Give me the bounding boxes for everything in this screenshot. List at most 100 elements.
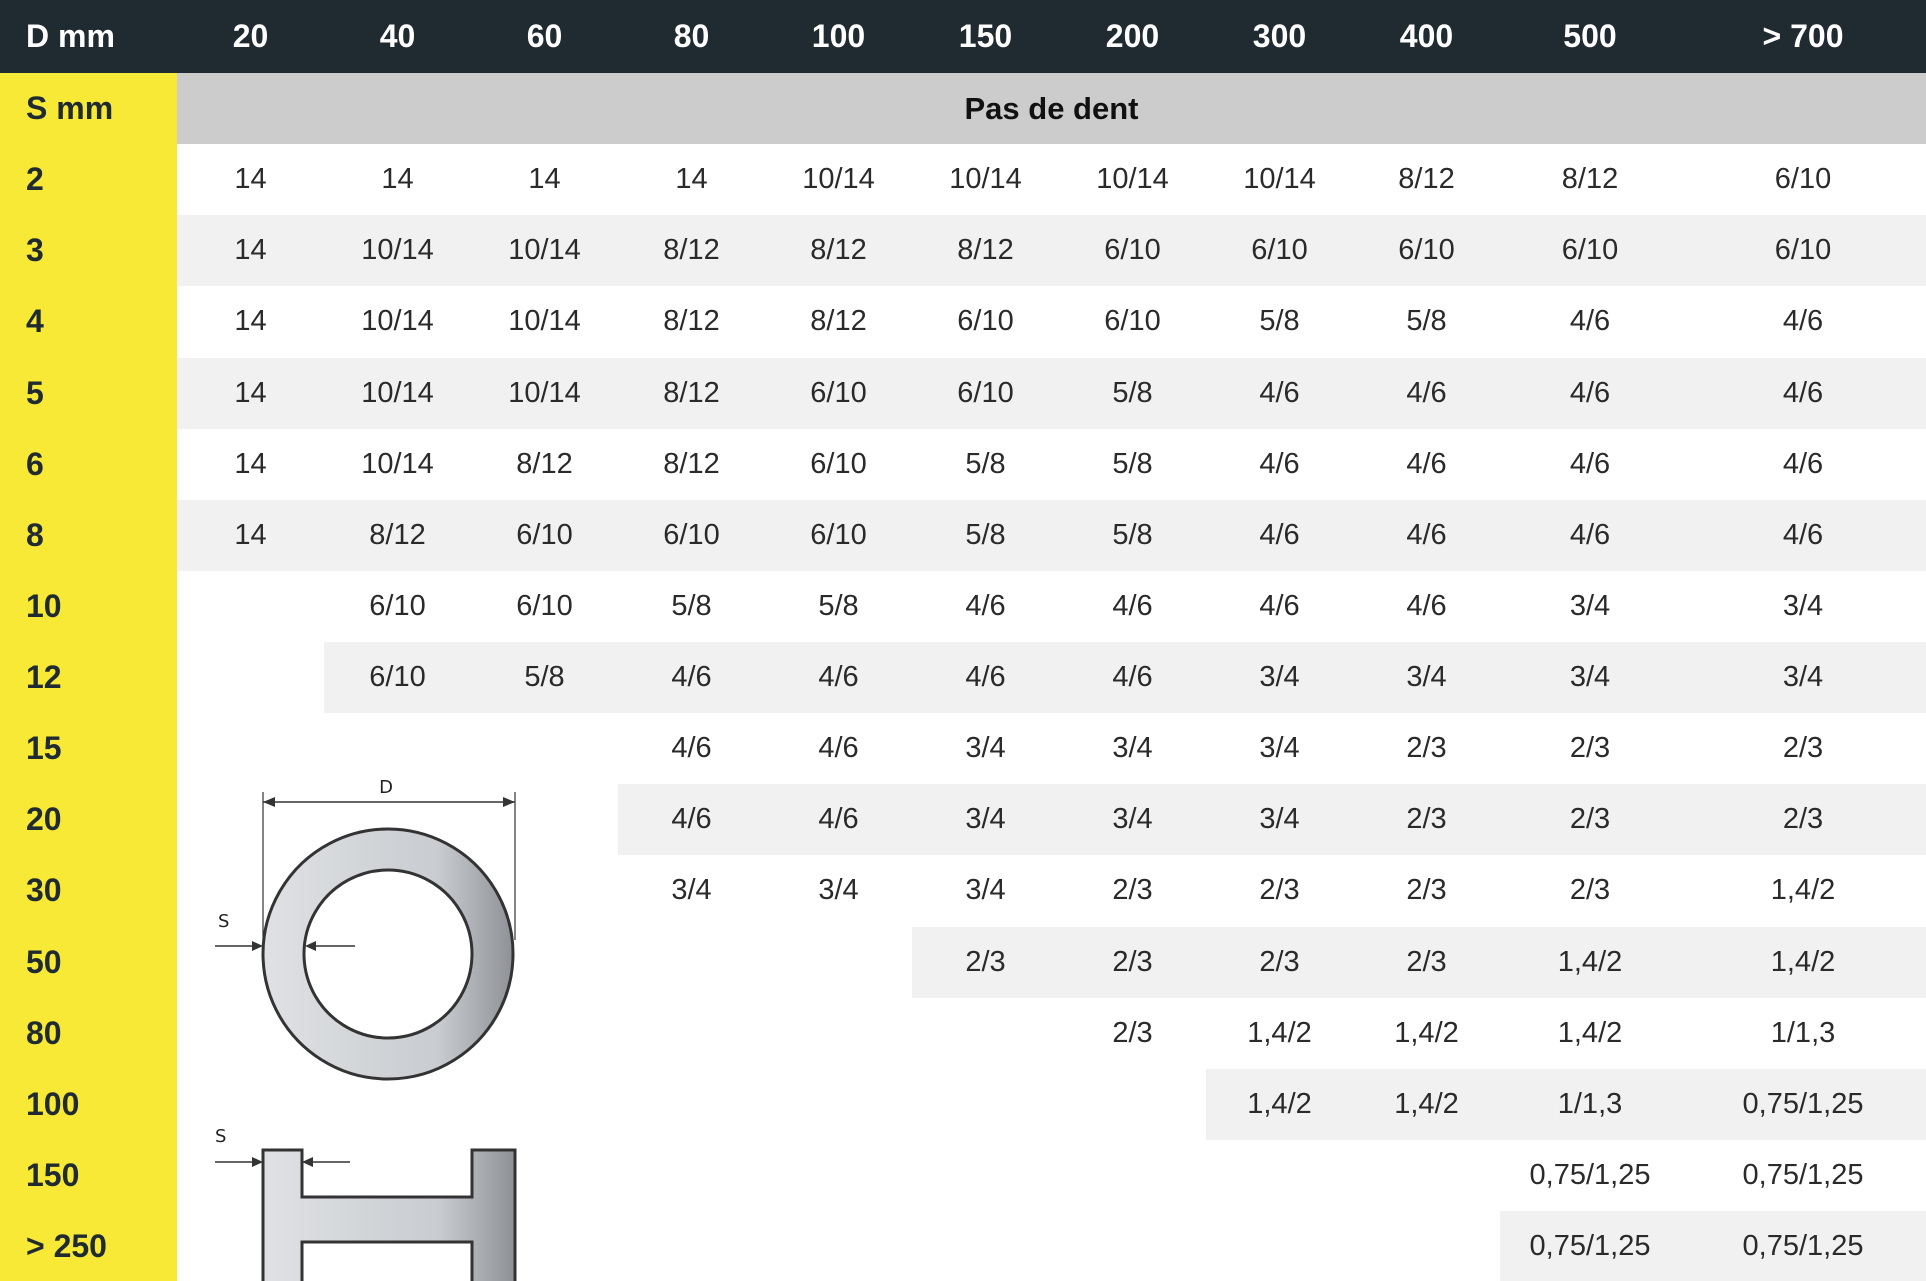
pitch-cell: 1,4/2 (1557, 1016, 1623, 1049)
pitch-cell: 2/3 (912, 926, 1059, 998)
pitch-cell: 6/10 (471, 499, 618, 571)
pitch-cell: 6/10 (1774, 163, 1832, 196)
thickness-label: 5 (0, 357, 177, 429)
pitch-cell: 8/12 (765, 215, 912, 287)
pitch-cell: 2/3 (1569, 732, 1611, 765)
pitch-cell: 6/10 (765, 357, 912, 429)
pitch-cell: 2/3 (1569, 874, 1611, 907)
pitch-cell: 2/3 (1500, 784, 1680, 856)
pitch-cell: 1/1,3 (1770, 1016, 1836, 1049)
pitch-cell: 10/14 (361, 447, 434, 480)
header-corner-label: D mm (0, 0, 177, 73)
pitch-cell: 4/6 (818, 732, 859, 765)
pitch-cell: 4/6 (1259, 589, 1300, 622)
thickness-label: 20 (0, 784, 177, 856)
pitch-cell: 8/12 (618, 357, 765, 429)
pitch-cell: 14 (177, 499, 324, 571)
pitch-cell: 6/10 (1206, 215, 1353, 287)
beam-s-label: S (215, 1126, 226, 1147)
arrow-right (503, 797, 515, 807)
pitch-cell: 4/6 (618, 642, 765, 714)
pitch-cell: 1/1,3 (1500, 1068, 1680, 1140)
pitch-cell: 0,75/1,25 (1680, 1068, 1926, 1140)
pitch-cell: 10/14 (324, 357, 471, 429)
pitch-cell: 14 (234, 163, 267, 196)
pitch-cell: 2/3 (1112, 874, 1153, 907)
pitch-cell: 10/14 (471, 215, 618, 287)
thickness-label: 10 (0, 570, 177, 642)
thickness-label: > 250 (0, 1211, 177, 1281)
pitch-cell: 3/4 (1112, 732, 1153, 765)
pitch-cell: 3/4 (1569, 589, 1611, 622)
pitch-cell: 5/8 (965, 447, 1006, 480)
pitch-cell: 10/14 (949, 163, 1022, 196)
pitch-cell: 10/14 (471, 357, 618, 429)
pitch-cell: 3/4 (1500, 642, 1680, 714)
pitch-cell: 0,75/1,25 (1500, 1211, 1680, 1281)
pitch-cell: 10/14 (1243, 163, 1316, 196)
pitch-cell: 4/6 (1112, 589, 1153, 622)
pitch-cell: 6/10 (1353, 215, 1500, 287)
pitch-cell: 4/6 (671, 732, 712, 765)
pitch-cell: 1,4/2 (1770, 874, 1836, 907)
pitch-cell: 6/10 (369, 589, 426, 622)
pitch-cell: 14 (381, 163, 414, 196)
pitch-cell: 4/6 (1059, 642, 1206, 714)
pitch-cell: 5/8 (1059, 499, 1206, 571)
pitch-cell: 3/4 (965, 874, 1006, 907)
thickness-label: 50 (0, 926, 177, 998)
pitch-cell: 3/4 (671, 874, 712, 907)
thickness-label: 8 (0, 499, 177, 571)
pitch-cell: 14 (234, 305, 267, 338)
pitch-cell: 4/6 (912, 642, 1059, 714)
pitch-cell: 3/4 (1259, 732, 1300, 765)
pitch-cell: 4/6 (1353, 499, 1500, 571)
beam-s-arrowhead-right (302, 1157, 313, 1167)
pitch-cell: 4/6 (1782, 305, 1824, 338)
thickness-label: 12 (0, 642, 177, 714)
pitch-cell: 10/14 (324, 215, 471, 287)
pitch-cell: 5/8 (1406, 305, 1447, 338)
pitch-cell: 10/14 (508, 305, 581, 338)
pitch-cell: 2/3 (1406, 874, 1447, 907)
pitch-cell: 6/10 (957, 305, 1014, 338)
thickness-label: 6 (0, 428, 177, 500)
pitch-cell: 2/3 (1353, 784, 1500, 856)
diameter-header: 80 (618, 0, 765, 73)
pitch-cell: 5/8 (1112, 447, 1153, 480)
pitch-cell: 3/4 (912, 784, 1059, 856)
pitch-cell: 8/12 (324, 499, 471, 571)
diameter-header: 400 (1353, 0, 1500, 73)
thickness-label: 30 (0, 855, 177, 927)
pitch-cell: 4/6 (1206, 357, 1353, 429)
pitch-cell: 4/6 (618, 784, 765, 856)
pitch-cell: 14 (675, 163, 708, 196)
pitch-cell: 4/6 (1259, 447, 1300, 480)
pitch-cell: 3/4 (1680, 642, 1926, 714)
diameter-header: > 700 (1680, 0, 1926, 73)
pitch-cell: 1,4/2 (1247, 1016, 1312, 1049)
pitch-cell: 6/10 (1059, 215, 1206, 287)
pitch-cell: 2/3 (1259, 874, 1300, 907)
pitch-cell: 2/3 (1782, 732, 1824, 765)
thickness-label: 15 (0, 713, 177, 785)
row-header-label: S mm (0, 73, 177, 145)
thickness-label: 3 (0, 215, 177, 287)
pitch-cell: 6/10 (516, 589, 573, 622)
tube-section (261, 827, 515, 1081)
pitch-cell: 4/6 (765, 642, 912, 714)
pitch-cell: 4/6 (1500, 499, 1680, 571)
diameter-header: 60 (471, 0, 618, 73)
thickness-label: 150 (0, 1139, 177, 1211)
pitch-cell: 8/12 (912, 215, 1059, 287)
tube-s-arrowhead-right (305, 941, 316, 951)
tube-s-label: S (218, 911, 229, 932)
pitch-cell: 5/8 (1259, 305, 1300, 338)
pas-de-dent-title: Pas de dent (177, 73, 1926, 145)
diameter-header: 20 (177, 0, 324, 73)
pitch-cell: 6/10 (618, 499, 765, 571)
pitch-cell: 3/4 (1206, 642, 1353, 714)
pitch-cell: 6/10 (324, 642, 471, 714)
pitch-cell: 8/12 (663, 447, 720, 480)
